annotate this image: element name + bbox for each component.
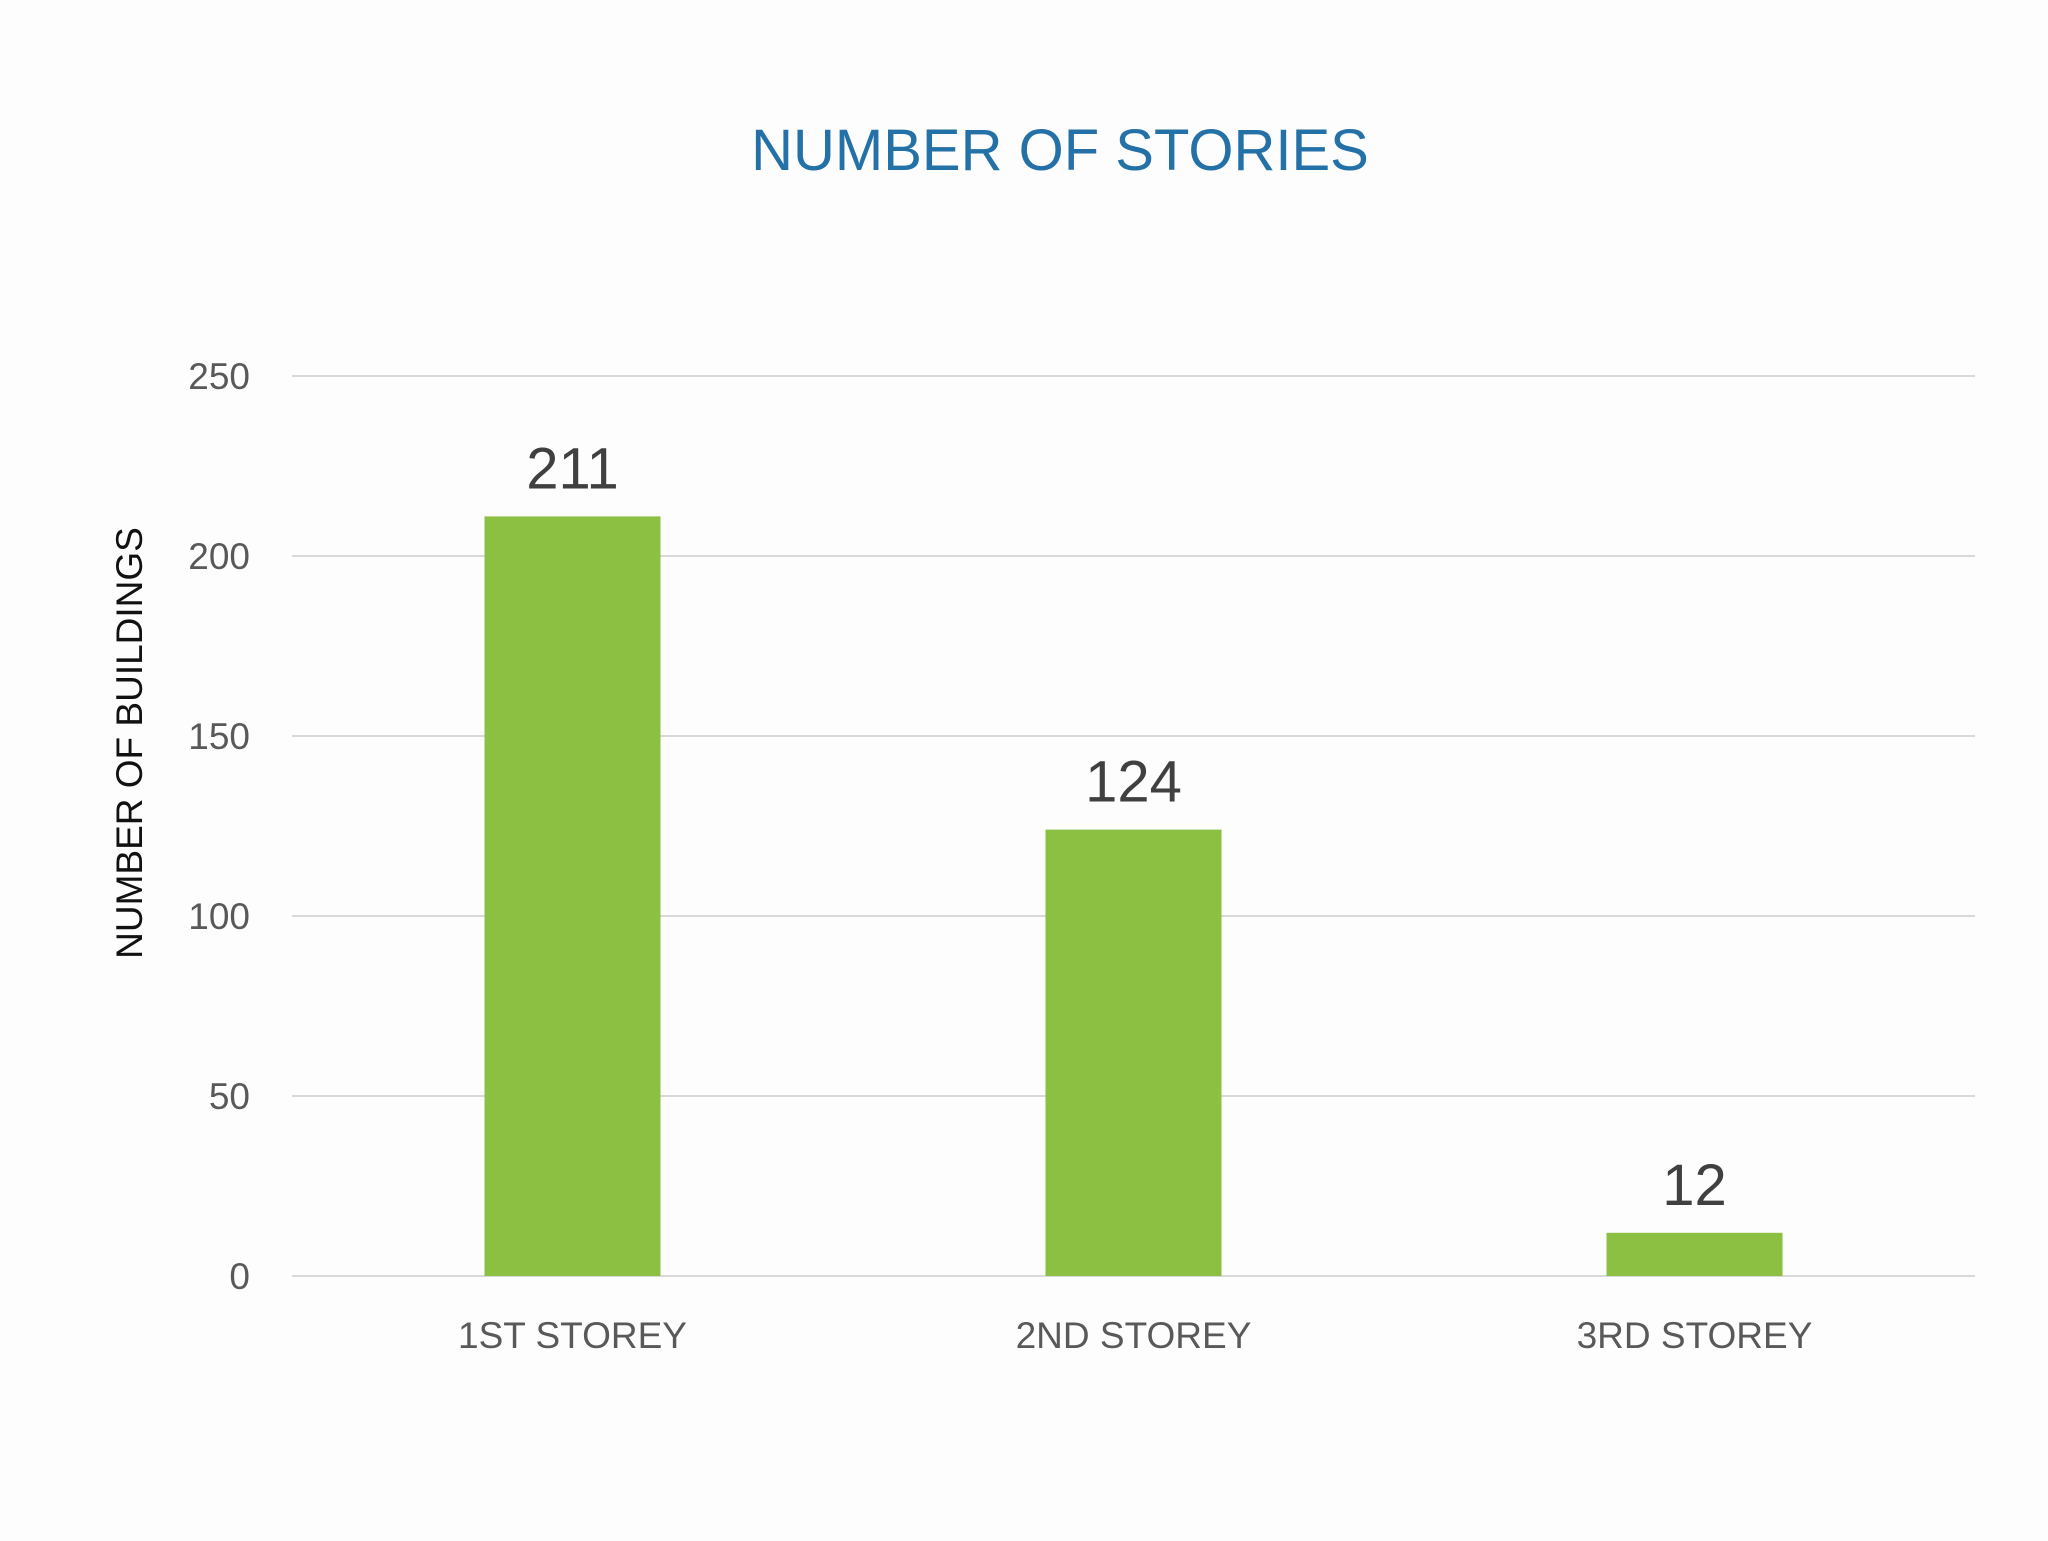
- y-axis-title: NUMBER OF BUILDINGS: [109, 527, 150, 959]
- data-labels: 211 124 12: [526, 436, 1726, 1217]
- y-tick-label: 150: [188, 716, 250, 757]
- data-label: 12: [1662, 1153, 1727, 1218]
- x-tick-label: 2ND STOREY: [1016, 1315, 1252, 1356]
- x-tick-label: 3RD STOREY: [1577, 1315, 1813, 1356]
- y-tick-label: 0: [229, 1256, 250, 1297]
- bar: [1045, 829, 1222, 1276]
- y-tick-label: 250: [188, 356, 250, 397]
- x-axis-ticks: 1ST STOREY 2ND STOREY 3RD STOREY: [458, 1315, 1812, 1356]
- chart-title: NUMBER OF STORIES: [751, 118, 1369, 183]
- data-label: 124: [1085, 750, 1182, 815]
- bar: [1606, 1232, 1783, 1276]
- y-tick-label: 100: [188, 896, 250, 937]
- bars: [484, 516, 1783, 1276]
- y-tick-label: 50: [209, 1076, 250, 1117]
- y-axis-ticks: 0 50 100 150 200 250: [188, 356, 250, 1297]
- bar: [484, 516, 661, 1276]
- data-label: 211: [526, 436, 618, 501]
- x-tick-label: 1ST STOREY: [458, 1315, 687, 1356]
- y-tick-label: 200: [188, 536, 250, 577]
